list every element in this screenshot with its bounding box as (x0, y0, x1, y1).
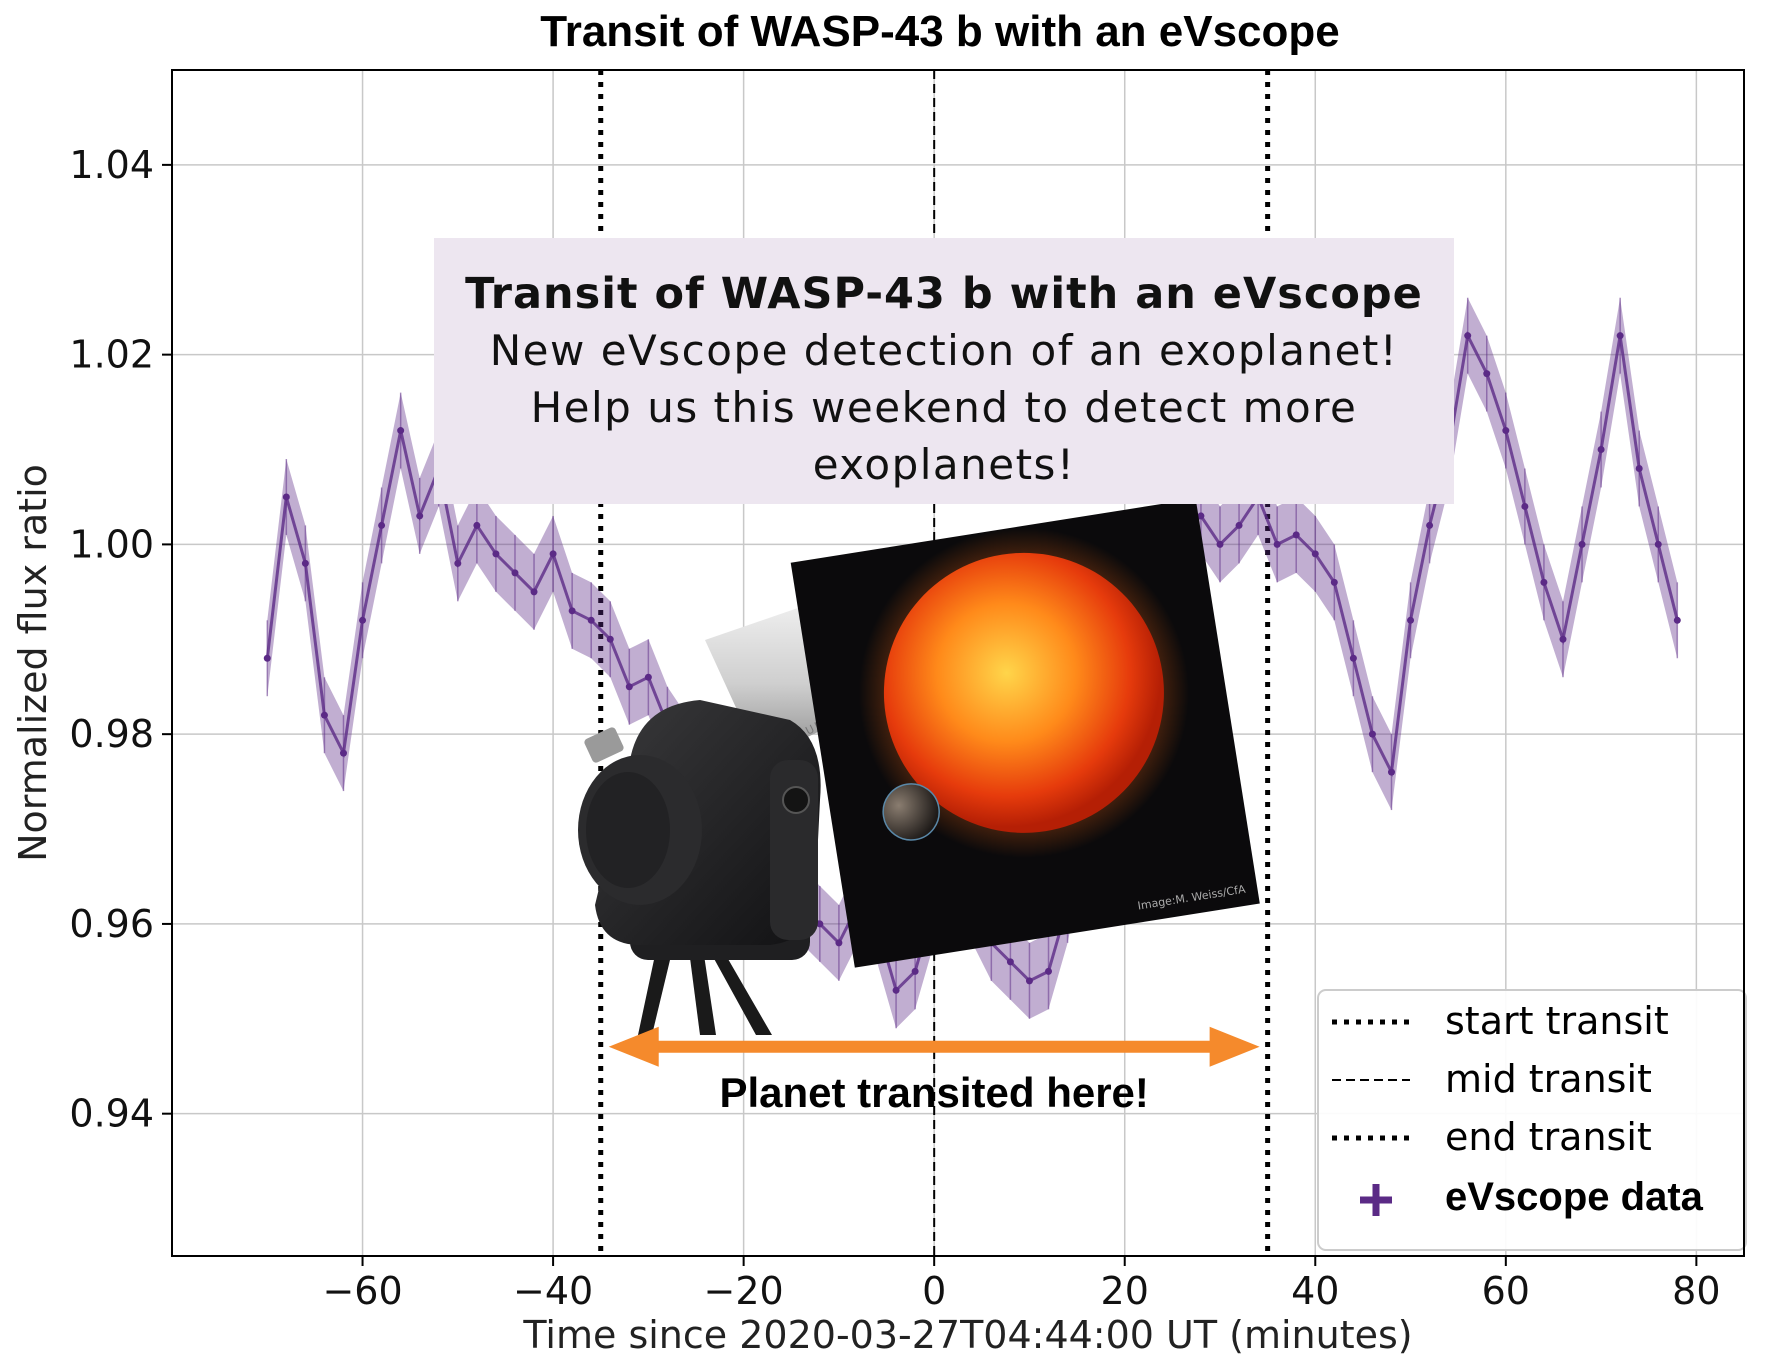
data-point (397, 427, 405, 435)
callout-line-2: New eVscope detection of an exoplanet! (490, 326, 1398, 375)
data-point (1197, 512, 1205, 520)
data-point (1368, 730, 1376, 738)
data-point (1273, 540, 1281, 548)
data-point (835, 939, 843, 947)
x-tick-label: −60 (322, 1269, 402, 1313)
transit-annotation: Planet transited here! (608, 1026, 1260, 1116)
x-tick-label: 40 (1291, 1269, 1339, 1313)
data-point (568, 607, 576, 615)
data-point (1311, 550, 1319, 558)
y-tick-label: 1.02 (69, 333, 154, 377)
data-point (1025, 977, 1033, 985)
y-axis-label: Normalized flux ratio (11, 464, 55, 862)
x-tick-label: 0 (922, 1269, 946, 1313)
x-tick-label: −20 (704, 1269, 784, 1313)
data-point (1635, 464, 1643, 472)
plot-frame (171, 69, 1745, 1257)
y-tick-label: 0.94 (69, 1092, 154, 1136)
data-point (378, 521, 386, 529)
data-point (339, 749, 347, 757)
data-point (454, 559, 462, 567)
x-axis-label: Time since 2020-03-27T04:44:00 UT (minut… (522, 1313, 1412, 1357)
data-point (911, 967, 919, 975)
data-point (1045, 967, 1053, 975)
callout-line-3: Help us this weekend to detect more (531, 383, 1358, 432)
data-point (1407, 616, 1415, 624)
legend-label-mid: mid transit (1445, 1057, 1652, 1101)
legend-label-start: start transit (1445, 999, 1669, 1043)
data-point (1540, 578, 1548, 586)
data-point (606, 635, 614, 643)
data-point (1216, 540, 1224, 548)
y-tick-label: 0.98 (69, 712, 154, 756)
data-point (816, 920, 824, 928)
data-point (282, 493, 290, 501)
data-point (1330, 578, 1338, 586)
data-point (1654, 540, 1662, 548)
y-tick-label: 0.96 (69, 902, 154, 946)
legend: start transit mid transit end transit eV… (1317, 989, 1747, 1251)
annotation-arrowhead-left (608, 1026, 659, 1067)
data-point (511, 569, 519, 577)
data-point (1578, 540, 1586, 548)
annotation-arrowhead-right (1209, 1026, 1260, 1067)
data-point (263, 654, 271, 662)
data-point (473, 521, 481, 529)
data-point (1349, 654, 1357, 662)
callout-box: Transit of WASP-43 b with an eVscope New… (434, 238, 1454, 504)
data-point (1559, 635, 1567, 643)
x-tick-label: −40 (513, 1269, 593, 1313)
data-point (492, 550, 500, 558)
data-point (1502, 427, 1510, 435)
x-tick-label: 60 (1482, 1269, 1530, 1313)
data-point (359, 616, 367, 624)
chart-title: Transit of WASP-43 b with an eVscope (540, 7, 1340, 56)
data-point (1387, 768, 1395, 776)
data-point (644, 673, 652, 681)
data-point (1464, 332, 1472, 340)
data-point (301, 559, 309, 567)
data-point (1597, 446, 1605, 454)
legend-label-evscope: eVscope data (1445, 1175, 1704, 1219)
data-point (587, 616, 595, 624)
data-point (1426, 521, 1434, 529)
data-point (320, 711, 328, 719)
data-point (1616, 332, 1624, 340)
y-tick-label: 1.04 (69, 143, 154, 187)
legend-label-end: end transit (1445, 1115, 1652, 1159)
data-point (1235, 521, 1243, 529)
data-point (1292, 531, 1300, 539)
data-point (1673, 616, 1681, 624)
annotation-label: Planet transited here! (719, 1069, 1148, 1116)
callout-line-4: exoplanets! (813, 440, 1076, 489)
data-point (1521, 502, 1529, 510)
data-point (1483, 370, 1491, 378)
data-point (530, 588, 538, 596)
legend-marker-evscope (1360, 1184, 1392, 1216)
data-point (1006, 958, 1014, 966)
x-tick-label: 20 (1101, 1269, 1149, 1313)
star-planet-image: Image:M. Weiss/CfA (790, 498, 1260, 968)
x-tick-label: 80 (1672, 1269, 1720, 1313)
data-point (625, 683, 633, 691)
data-point (892, 986, 900, 994)
axis-ticks: −60 −40 −20 0 20 40 60 80 0.94 0.96 0.98 1.00 1.02 1.… (69, 143, 1720, 1313)
data-point (416, 512, 424, 520)
y-tick-label: 1.00 (69, 522, 154, 566)
callout-headline: Transit of WASP-43 b with an eVscope (465, 269, 1423, 319)
data-point (549, 550, 557, 558)
